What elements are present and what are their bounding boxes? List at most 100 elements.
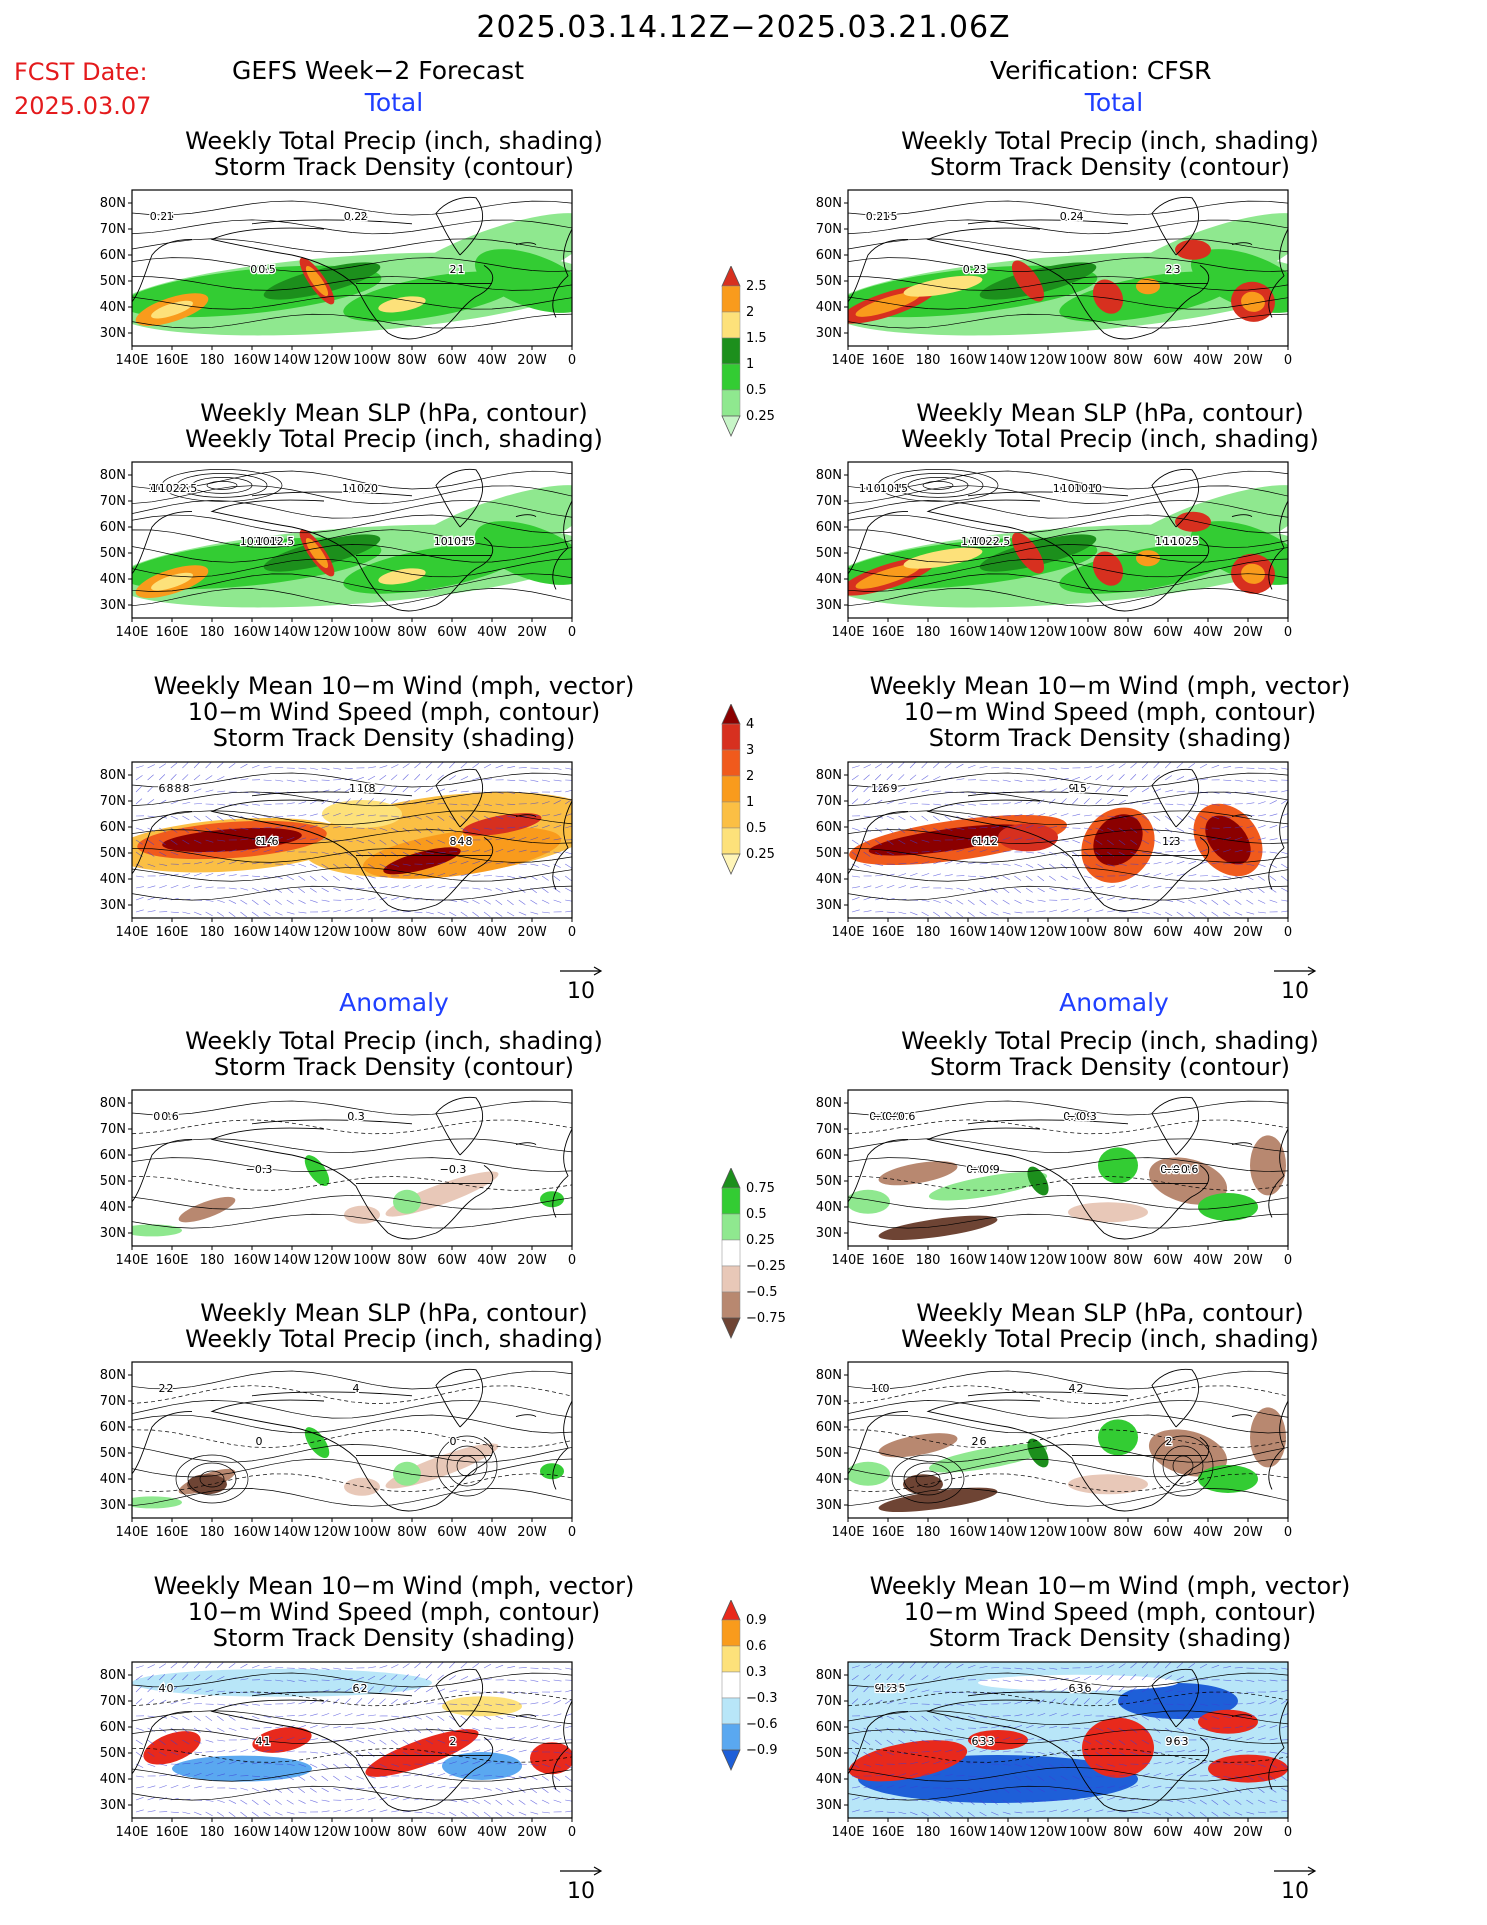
lon-tick-label: 140W (989, 1253, 1027, 1268)
lon-tick-label: 160E (871, 1525, 904, 1540)
track-pos (848, 1740, 968, 1782)
contour-label: 1 (167, 210, 174, 223)
contour-label: 2 (1166, 1435, 1173, 1448)
dry-anomaly (878, 1487, 998, 1513)
lon-tick-label: 0 (568, 1825, 576, 1840)
coastlines (132, 1096, 572, 1240)
lat-tick-label: 40N (100, 1472, 126, 1487)
colorbar-segment (721, 801, 741, 829)
gefs-slp-anom-title: Weekly Mean SLP (hPa, contour) Weekly Tot… (185, 1299, 603, 1353)
lon-tick-label: 20W (517, 1253, 547, 1268)
lon-tick-label: 180 (916, 1253, 941, 1268)
track-pos (442, 1696, 522, 1717)
cfsr-wind-total-map: 12 6 9 12 6 18 15 3 9 12 80N 70N 60N 50N 40N 30N 140E 160… (816, 758, 1296, 944)
lon-tick-label: 160W (949, 1253, 987, 1268)
lon-tick-label: 80W (397, 1825, 427, 1840)
colorbar-label: 0.75 (746, 1181, 775, 1196)
colorbar-label: 0.5 (746, 1207, 767, 1222)
gefs-precip-total-title: Weekly Total Precip (inch, shading) Storm… (185, 127, 603, 181)
lon-tick-label: 0 (1284, 1525, 1292, 1540)
contour-label: 0.25 (866, 210, 891, 223)
colorbar-end-triangle (721, 415, 741, 437)
track-pos (1208, 1754, 1288, 1783)
contour-lines (848, 1100, 1288, 1229)
wind-vectors (135, 762, 572, 918)
track-pos (1198, 1709, 1258, 1734)
colorbar-segment (721, 1291, 741, 1319)
fcst-date-label: FCST Date: (14, 58, 148, 86)
lon-tick-label: 120W (1029, 925, 1067, 940)
precip-max (150, 572, 194, 591)
lat-tick-label: 70N (816, 494, 842, 509)
map-frame (131, 189, 573, 347)
colorbar-segment (721, 1213, 741, 1241)
lat-tick-label: 70N (100, 222, 126, 237)
precip-max (855, 563, 921, 589)
gefs-wind-total-title: Weekly Mean 10−m Wind (mph, vector) 10−m … (153, 672, 635, 752)
track-neg (132, 1668, 432, 1697)
lon-tick-label: 160W (233, 925, 271, 940)
lat-tick-label: 30N (100, 326, 126, 341)
wet-anomaly (540, 1191, 564, 1208)
contour-label: 0 (167, 1682, 174, 1695)
lon-tick-label: 140E (115, 1825, 148, 1840)
cfsr-wind-anom-map: 9 6 6 9 12 3 3 6 3 3 6 3 5 80N 70N 60N 50N 40N 30N 140E 160E… (816, 1658, 1296, 1844)
lon-tick-label: 100W (353, 353, 391, 368)
dry-anomaly (1068, 1202, 1148, 1223)
lon-tick-label: 80W (397, 1253, 427, 1268)
lon-tick-label: 160E (155, 625, 188, 640)
lon-tick-label: 60W (437, 353, 467, 368)
lat-tick-label: 40N (816, 1200, 842, 1215)
precip-max (1136, 550, 1160, 567)
contour-label: 2 (450, 1735, 457, 1748)
lat-tick-label: 60N (816, 520, 842, 535)
lon-tick-label: 140W (273, 1825, 311, 1840)
lon-tick-label: 60W (1153, 1825, 1183, 1840)
lon-tick-label: 40W (1193, 353, 1223, 368)
colorbar-segment (721, 723, 741, 751)
cfsr-slp-total-title: Weekly Mean SLP (hPa, contour) Weekly Tot… (901, 399, 1319, 453)
contour-label: −0.6 (873, 1110, 900, 1123)
contour-label: −0.9 (1067, 1110, 1094, 1123)
lon-tick-label: 100W (353, 1525, 391, 1540)
precip-total-colorbar: 2.5 2 1.5 1 0.5 0.25 (716, 266, 806, 446)
ref-arrow-icon (560, 966, 603, 976)
contour-label: 2 (361, 210, 368, 223)
contour-label: 0.9 (982, 1163, 1000, 1176)
colorbar-label: 0.25 (746, 409, 775, 424)
lon-tick-label: 0 (1284, 625, 1292, 640)
contour-label: 15 (1073, 782, 1087, 795)
lon-tick-label: 160W (233, 625, 271, 640)
contour-label: 2 (167, 1382, 174, 1395)
lon-tick-label: 0 (568, 625, 576, 640)
contour-label: 1022.5 (159, 482, 198, 495)
track-anom-colorbar: 0.9 0.6 0.3 −0.3 −0.6 −0.9 (716, 1600, 806, 1780)
lat-tick-label: 70N (816, 1394, 842, 1409)
lat-tick-label: 60N (816, 820, 842, 835)
contour-label: 9 (875, 1682, 882, 1695)
wet-anomaly (132, 1496, 182, 1509)
wet-anomaly (1027, 1438, 1049, 1468)
colorbar-segment (721, 1265, 741, 1293)
contour-label: 4 (353, 1382, 360, 1395)
lon-tick-label: 180 (200, 1825, 225, 1840)
colorbar-segment (721, 337, 741, 365)
contour-label: 10 (357, 782, 371, 795)
lat-tick-label: 30N (816, 326, 842, 341)
contour-label: 8 (175, 782, 182, 795)
map-field (132, 1662, 572, 1818)
lat-tick-label: 60N (100, 1420, 126, 1435)
lat-tick-label: 60N (816, 1148, 842, 1163)
lat-tick-label: 30N (816, 598, 842, 613)
colorbar-segment (721, 827, 741, 855)
lat-tick-label: 50N (100, 546, 126, 561)
contour-label: 6 (353, 1682, 360, 1695)
contour-label: 3 (891, 1682, 898, 1695)
map-frame (847, 1089, 1289, 1247)
contour-label: 0.3 (869, 1110, 887, 1123)
cfsr-precip-total-map: 0.25 0.25 0.25 2 1 3 4 3 5 80N 70N 60N 50N 40N 30N 140E… (816, 186, 1296, 372)
lat-tick-label: 80N (816, 1668, 842, 1683)
lon-tick-label: 100W (353, 925, 391, 940)
fcst-date-value: 2025.03.07 (14, 92, 152, 120)
cfsr-precip-total-title: Weekly Total Precip (inch, shading) Storm… (901, 127, 1319, 181)
